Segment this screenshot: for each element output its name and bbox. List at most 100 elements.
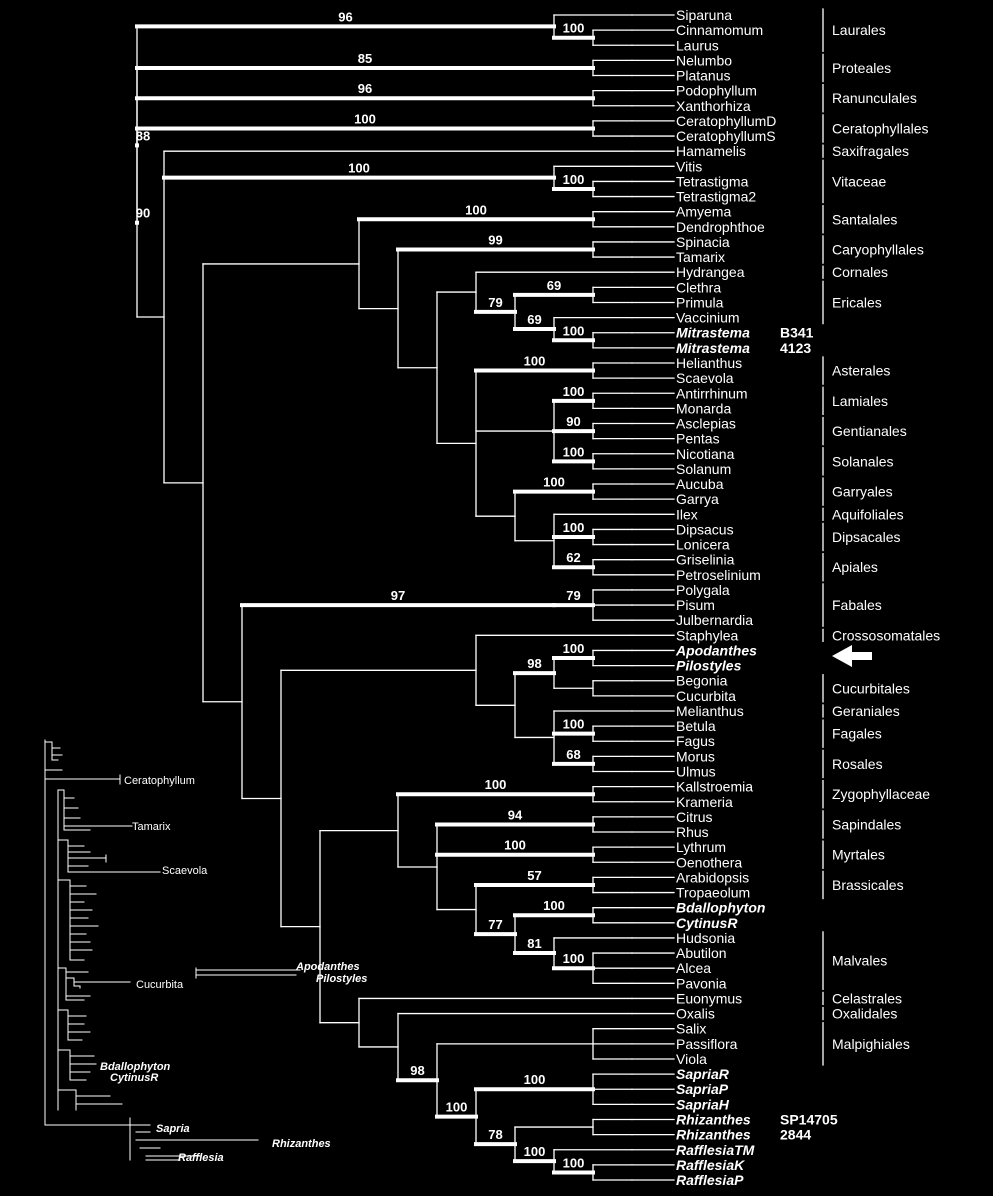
- taxon-label: Begonia: [676, 673, 728, 689]
- support-value: 100: [563, 520, 585, 535]
- taxon-label: Salix: [676, 1021, 706, 1037]
- order-label: Aquifoliales: [832, 506, 904, 522]
- support-value: 100: [446, 1100, 468, 1115]
- support-value: 100: [563, 951, 585, 966]
- taxon-label: Rhizanthes: [676, 1127, 751, 1143]
- taxon-label: Platanus: [676, 68, 730, 84]
- phylogram-label: Sapria: [156, 1123, 190, 1135]
- phylogram-label: Ceratophyllum: [124, 775, 195, 787]
- taxon-label: Oxalis: [676, 1006, 715, 1022]
- order-label: Proteales: [832, 60, 891, 76]
- taxon-label: Tropaeolum: [676, 885, 750, 901]
- taxon-label: Dipsacus: [676, 521, 734, 537]
- order-label: Lamiales: [832, 393, 888, 409]
- support-value: 90: [566, 414, 580, 429]
- order-label: Laurales: [832, 22, 886, 38]
- taxon-label: Betula: [676, 718, 716, 734]
- taxon-label: Pentas: [676, 431, 720, 447]
- order-label: Santalales: [832, 211, 897, 227]
- support-value: 81: [527, 936, 541, 951]
- order-label: Fagales: [832, 726, 882, 742]
- taxon-label: Rhizanthes: [676, 1111, 751, 1127]
- taxon-label: Podophyllum: [676, 83, 757, 99]
- taxon-voucher: 4123: [780, 340, 811, 356]
- taxon-label: Scaevola: [676, 370, 734, 386]
- taxon-label: SapriaR: [676, 1066, 730, 1082]
- support-value: 78: [488, 1127, 502, 1142]
- taxon-label: Siparuna: [676, 7, 732, 23]
- taxon-label: Krameria: [676, 794, 733, 810]
- taxon-label: Pisum: [676, 597, 715, 613]
- taxon-label: Viola: [676, 1051, 707, 1067]
- order-label: Malvales: [832, 953, 887, 969]
- order-label: Saxifragales: [832, 143, 909, 159]
- order-label: Geraniales: [832, 703, 900, 719]
- phylogram-label: Scaevola: [162, 865, 208, 877]
- taxon-labels: SiparunaCinnamomumLaurusNelumboPlatanusP…: [675, 7, 838, 1188]
- taxon-label: Fagus: [676, 733, 715, 749]
- support-value: 100: [354, 111, 376, 126]
- order-label: Crossosomatales: [832, 627, 940, 643]
- taxon-label: Asclepias: [676, 416, 736, 432]
- support-value: 96: [338, 9, 352, 24]
- taxon-label: RafflesiaTM: [676, 1142, 755, 1158]
- taxon-label: Apodanthes: [675, 642, 757, 658]
- taxon-label: Morus: [676, 748, 715, 764]
- taxon-label: Nicotiana: [676, 446, 735, 462]
- taxon-label: Vaccinium: [676, 310, 740, 326]
- support-value: 100: [348, 161, 370, 176]
- order-label: Gentianales: [832, 423, 907, 439]
- taxon-label: SapriaP: [676, 1081, 729, 1097]
- taxon-label: Ulmus: [676, 764, 716, 780]
- taxon-label: Garrya: [676, 491, 719, 507]
- phylogram-label: CytinusR: [110, 1072, 158, 1084]
- support-value: 100: [543, 475, 565, 490]
- taxon-label: Tamarix: [676, 249, 725, 265]
- taxon-label: Vitis: [676, 158, 702, 174]
- taxon-label: Tetrastigma2: [676, 189, 756, 205]
- order-label: Cucurbitales: [832, 680, 910, 696]
- taxon-label: Monarda: [676, 400, 731, 416]
- support-value: 98: [410, 1063, 424, 1078]
- support-value: 100: [524, 1072, 546, 1087]
- taxon-label: Passiflora: [676, 1036, 738, 1052]
- order-label: Malpighiales: [832, 1036, 910, 1052]
- taxon-label: Clethra: [676, 279, 721, 295]
- taxon-label: Helianthus: [676, 355, 742, 371]
- taxon-label: Xanthorhiza: [676, 98, 751, 114]
- taxon-label: Lonicera: [676, 537, 730, 553]
- support-value: 69: [547, 278, 561, 293]
- order-label: Cornales: [832, 264, 888, 280]
- taxon-voucher: 2844: [780, 1127, 811, 1143]
- support-value: 100: [465, 202, 487, 217]
- support-value: 100: [524, 1144, 546, 1159]
- order-label: Vitaceae: [832, 173, 886, 189]
- order-label: Dipsacales: [832, 529, 900, 545]
- support-value: 100: [563, 717, 585, 732]
- order-label: Zygophyllaceae: [832, 786, 930, 802]
- taxon-label: Nelumbo: [676, 52, 732, 68]
- taxon-label: Spinacia: [676, 234, 730, 250]
- order-brackets: Laurales Proteales Ranunculales Ceratophyll…: [822, 8, 940, 1066]
- phylogram-label: Apodanthes: [295, 961, 360, 973]
- support-value: 68: [566, 747, 580, 762]
- support-value: 85: [358, 51, 372, 66]
- taxon-label: Euonymus: [676, 990, 742, 1006]
- taxon-label: Tetrastigma: [676, 173, 749, 189]
- support-value: 98: [527, 656, 541, 671]
- support-value: 77: [488, 917, 502, 932]
- taxon-label: SapriaH: [676, 1096, 730, 1112]
- taxon-label: Bdallophyton: [676, 900, 765, 916]
- taxon-label: Primula: [676, 294, 724, 310]
- taxon-label: Lythrum: [676, 839, 726, 855]
- order-label: Apiales: [832, 559, 878, 575]
- taxon-label: Hudsonia: [676, 930, 735, 946]
- taxon-label: Cinnamomum: [676, 22, 763, 38]
- support-value: 100: [563, 384, 585, 399]
- taxon-label: Arabidopsis: [676, 869, 749, 885]
- support-value: 100: [524, 354, 546, 369]
- taxon-label: Alcea: [676, 960, 711, 976]
- taxon-label: CeratophyllumS: [676, 128, 776, 144]
- support-value: 57: [527, 868, 541, 883]
